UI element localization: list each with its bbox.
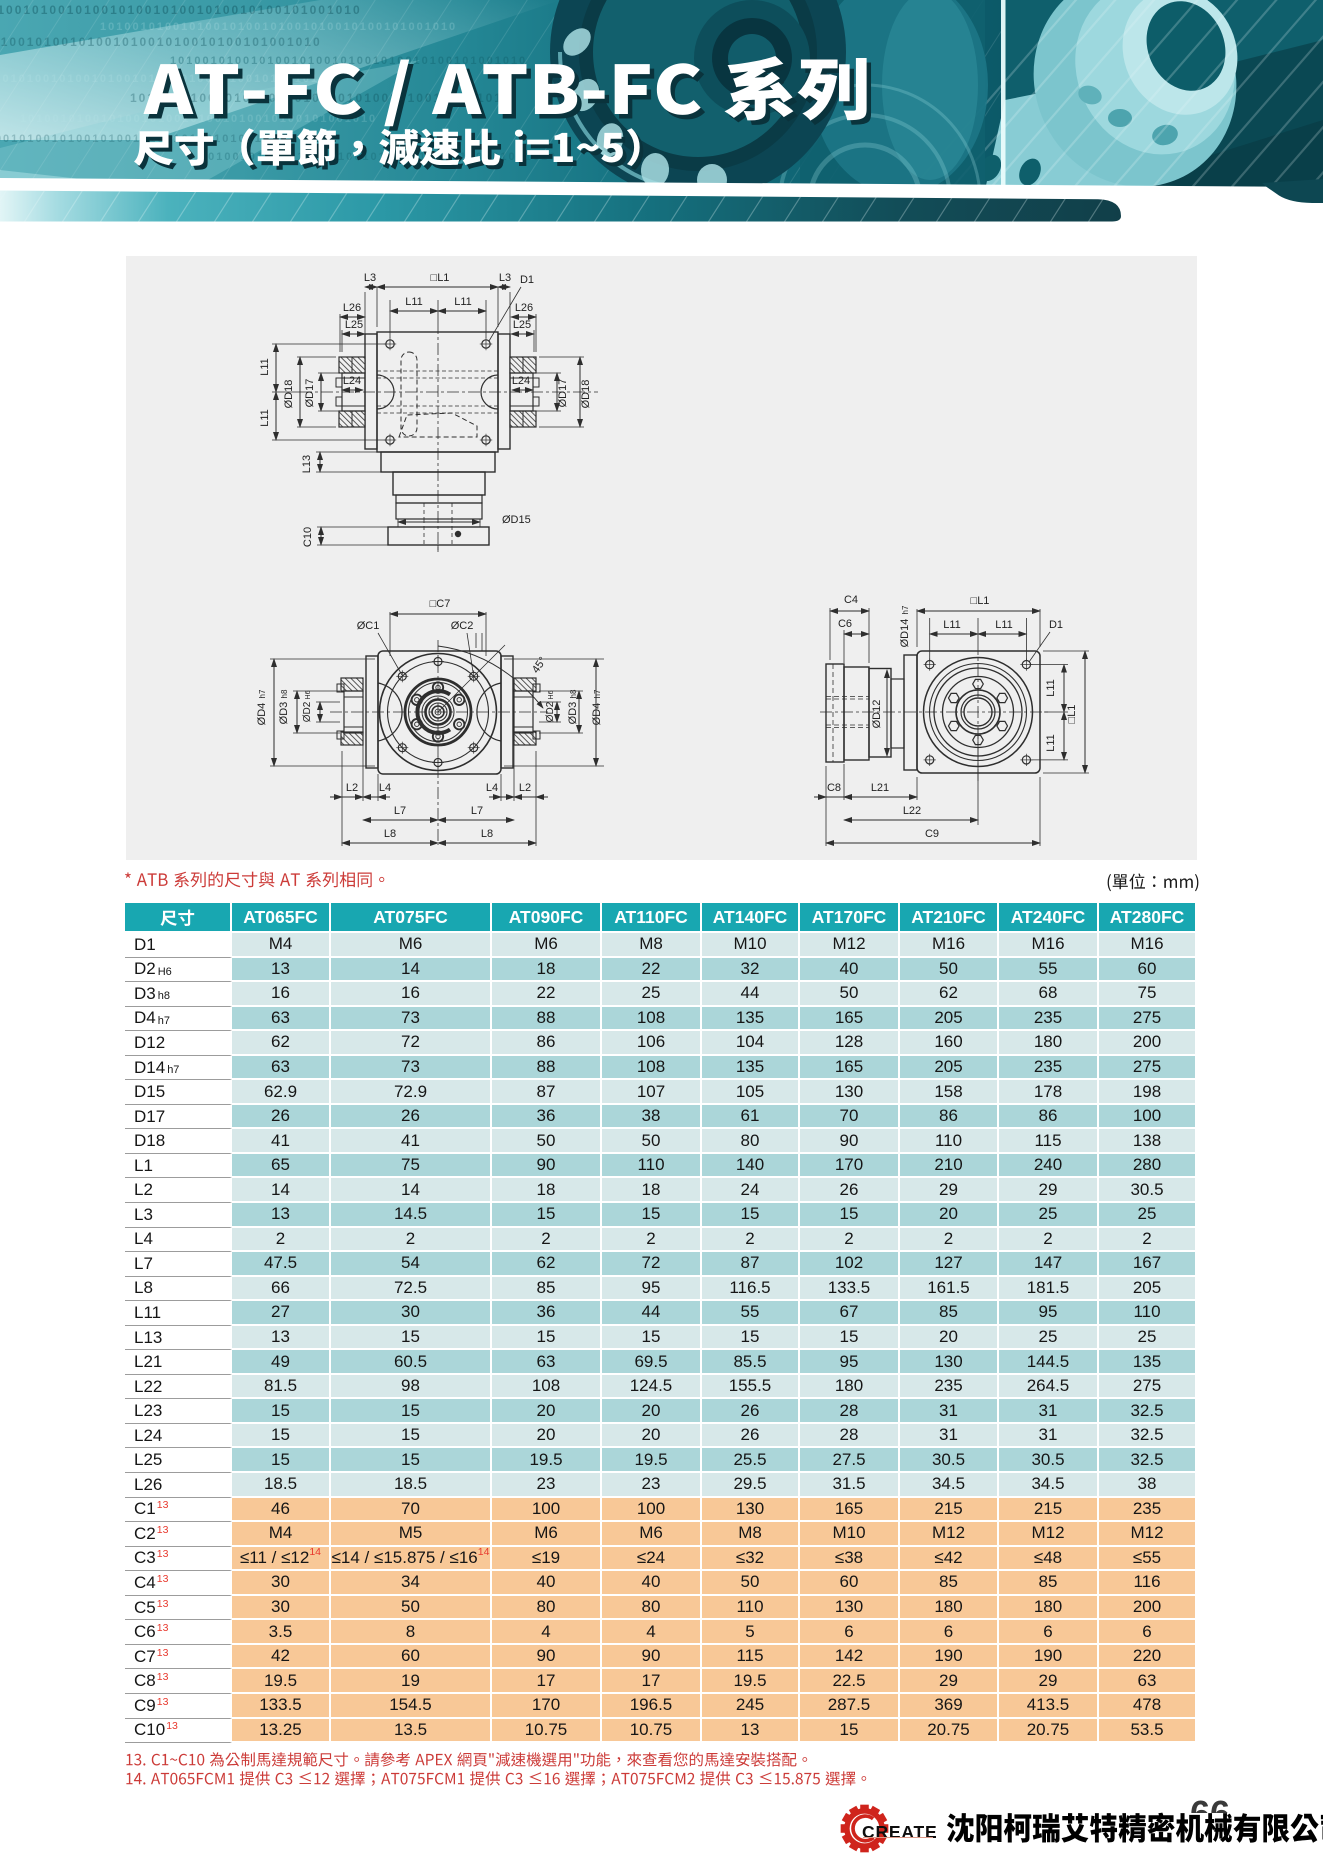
svg-text:C9: C9 xyxy=(925,828,939,840)
svg-text:ØD2: ØD2 xyxy=(545,701,556,722)
svg-text:□L1: □L1 xyxy=(971,595,990,607)
svg-text:□C7: □C7 xyxy=(430,598,451,610)
svg-text:h7: h7 xyxy=(901,605,910,614)
svg-text:L26: L26 xyxy=(343,302,361,314)
svg-text:ØD4: ØD4 xyxy=(256,703,268,726)
svg-text:L21: L21 xyxy=(871,782,889,794)
svg-text:L8: L8 xyxy=(384,828,396,840)
svg-text:ØD17: ØD17 xyxy=(557,379,569,408)
svg-text:h8: h8 xyxy=(280,689,289,698)
svg-text:D1: D1 xyxy=(1049,619,1063,631)
svg-text:L24: L24 xyxy=(512,375,530,387)
svg-text:L3: L3 xyxy=(499,272,511,284)
svg-text:101001010010100101001010010100: 1010010100101001010010100101001010010100… xyxy=(200,151,557,163)
svg-text:ØD4: ØD4 xyxy=(591,703,603,726)
svg-text:ØC1: ØC1 xyxy=(357,620,380,632)
svg-text:101001010010100101001010010100: 1010010100101001010010100101001010010100… xyxy=(100,21,457,33)
svg-text:C8: C8 xyxy=(827,782,841,794)
svg-text:□L1: □L1 xyxy=(1066,705,1078,724)
svg-text:ØD12: ØD12 xyxy=(871,700,883,729)
svg-text:C4: C4 xyxy=(844,594,858,606)
svg-text:ØC2: ØC2 xyxy=(451,620,474,632)
svg-text:L25: L25 xyxy=(345,319,363,331)
svg-text:ØD3: ØD3 xyxy=(278,702,290,725)
svg-text:L24: L24 xyxy=(343,375,361,387)
svg-text:L8: L8 xyxy=(481,828,493,840)
svg-text:L26: L26 xyxy=(515,302,533,314)
svg-text:ØD15: ØD15 xyxy=(502,514,531,526)
svg-text:ØD2: ØD2 xyxy=(302,701,313,722)
svg-text:L11: L11 xyxy=(259,409,271,427)
svg-text:H6: H6 xyxy=(305,690,312,699)
svg-text:ØD14: ØD14 xyxy=(899,619,911,648)
svg-text:ØD18: ØD18 xyxy=(580,380,592,409)
svg-text:L22: L22 xyxy=(903,805,921,817)
svg-text:L7: L7 xyxy=(471,805,483,817)
svg-text:h7: h7 xyxy=(593,689,602,698)
svg-text:ØD3: ØD3 xyxy=(567,702,579,725)
svg-text:C6: C6 xyxy=(838,618,852,630)
svg-text:L2: L2 xyxy=(519,782,531,794)
svg-text:D1: D1 xyxy=(520,274,534,286)
svg-text:h8: h8 xyxy=(569,689,578,698)
svg-text:L25: L25 xyxy=(513,319,531,331)
svg-text:□L1: □L1 xyxy=(431,272,450,284)
svg-text:L11: L11 xyxy=(259,358,271,376)
svg-text:L11: L11 xyxy=(943,619,961,631)
svg-text:L7: L7 xyxy=(394,805,406,817)
svg-text:101001010010100101001010010100: 1010010100101001010010100101001010010100… xyxy=(0,3,362,17)
svg-text:ØD18: ØD18 xyxy=(283,380,295,409)
svg-text:101001010010100101001010010100: 1010010100101001010010100101001010010100… xyxy=(0,35,322,49)
svg-text:L11: L11 xyxy=(405,296,423,308)
svg-text:L2: L2 xyxy=(346,782,358,794)
svg-text:H6: H6 xyxy=(548,690,555,699)
svg-text:ØD17: ØD17 xyxy=(304,379,316,408)
svg-text:101001010010100101001010010100: 1010010100101001010010100101001010010100… xyxy=(170,55,527,67)
svg-text:h7: h7 xyxy=(258,689,267,698)
svg-text:L11: L11 xyxy=(1045,679,1057,697)
svg-text:L11: L11 xyxy=(454,296,472,308)
svg-text:L11: L11 xyxy=(1045,734,1057,752)
svg-text:L4: L4 xyxy=(379,782,391,794)
svg-text:L11: L11 xyxy=(995,619,1013,631)
svg-text:C10: C10 xyxy=(302,527,314,547)
svg-text:L3: L3 xyxy=(364,272,376,284)
svg-text:L4: L4 xyxy=(486,782,498,794)
svg-text:L13: L13 xyxy=(301,455,313,473)
